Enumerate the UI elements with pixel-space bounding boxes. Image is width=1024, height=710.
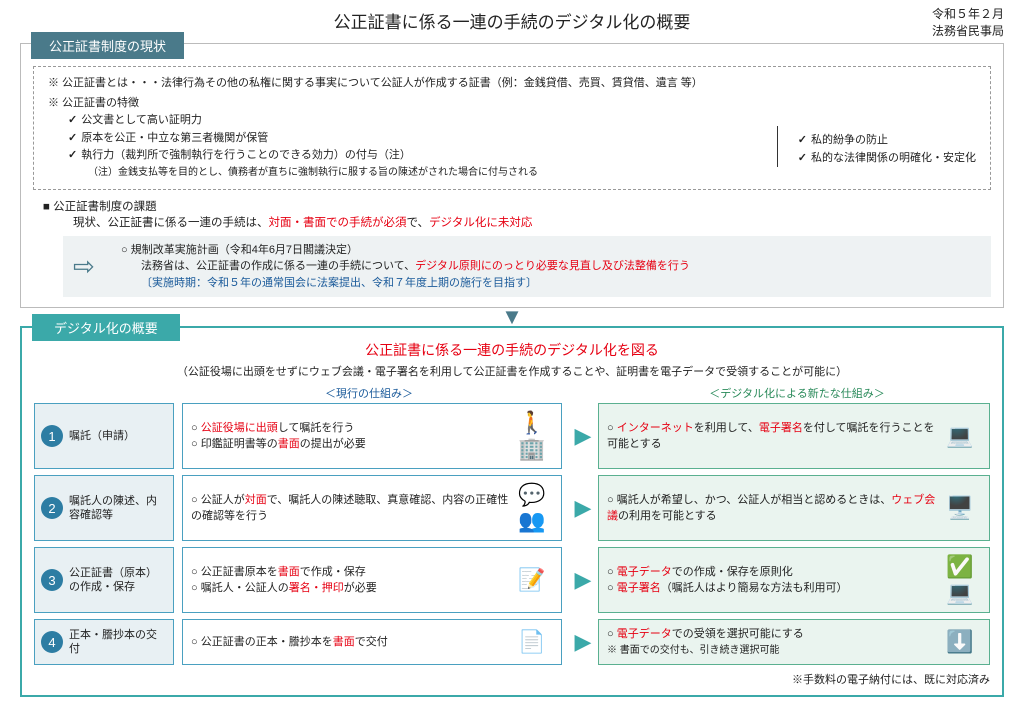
step-label: 公正証書（原本）の作成・保存: [69, 566, 167, 595]
step-label: 嘱託人の陳述、内容確認等: [69, 494, 167, 523]
section2-title: 公正証書に係る一連の手続のデジタル化を図る: [34, 340, 990, 360]
bottom-note: ※手数料の電子納付には、既に対応済み: [34, 671, 990, 687]
step-cell: 2 嘱託人の陳述、内容確認等: [34, 475, 174, 541]
process-row: 2 嘱託人の陳述、内容確認等公証人が対面で、嘱託人の陳述聴取、真意確認、内容の正確…: [34, 475, 990, 541]
current-icon: 📝: [511, 567, 553, 593]
page-title: 公正証書に係る一連の手続のデジタル化の概要: [20, 8, 1004, 33]
current-cell: 公正証書の正本・謄抄本を書面で交付📄: [182, 619, 562, 665]
new-line: 電子署名（嘱託人はより簡易な方法も利用可）: [607, 580, 939, 597]
feature-note: （注）金銭支払等を目的とし、債務者が直ちに強制執行に服する旨の陳述がされた場合に…: [48, 165, 767, 181]
new-cell: 電子データでの作成・保存を原則化電子署名（嘱託人はより簡易な方法も利用可）✅💻: [598, 547, 990, 613]
new-line: ※ 書面での交付も、引き続き選択可能: [607, 643, 939, 658]
feature-title: ※ 公正証書の特徴: [48, 95, 976, 113]
step-number: 4: [41, 631, 63, 653]
step-cell: 1 嘱託（申請）: [34, 403, 174, 469]
new-icon: ✅💻: [939, 554, 981, 606]
plan-box: ⇨ ○ 規制改革実施計画（令和4年6月7日閣議決定） 法務省は、公正証書の作成に…: [63, 236, 991, 298]
issue-block: 公正証書制度の課題 現状、公正証書に係る一連の手続は、対面・書面での手続が必須で…: [43, 198, 991, 230]
feature-right-item: 私的紛争の防止: [798, 132, 976, 150]
feature-right-item: 私的な法律関係の明確化・安定化: [798, 150, 976, 168]
section-digitalization: デジタル化の概要 公正証書に係る一連の手続のデジタル化を図る （公証役場に出頭を…: [20, 326, 1004, 697]
new-cell: 嘱託人が希望し、かつ、公証人が相当と認めるときは、ウェブ会議の利用を可能とする🖥…: [598, 475, 990, 541]
definition-box: ※ 公正証書とは・・・法律行為その他の私権に関する事実について公証人が作成する証…: [33, 66, 991, 190]
section2-subtitle: （公証役場に出頭をせずにウェブ会議・電子署名を利用して公正証書を作成することや、…: [34, 363, 990, 379]
new-icon: ⬇️: [939, 629, 981, 655]
process-row: 3公正証書（原本）の作成・保存公正証書原本を書面で作成・保存嘱託人・公証人の署名…: [34, 547, 990, 613]
section1-tag: 公正証書制度の現状: [31, 32, 184, 59]
new-icon: 🖥️: [939, 495, 981, 521]
column-headers: ＜現行の仕組み＞ ＜デジタル化による新たな仕組み＞: [34, 385, 990, 401]
current-line: 印鑑証明書等の書面の提出が必要: [191, 436, 511, 453]
arrow-right-icon: ▶: [568, 619, 598, 665]
issue-line: 現状、公正証書に係る一連の手続は、対面・書面での手続が必須で、デジタル化に未対応: [43, 214, 991, 230]
new-line: インターネットを利用して、電子署名を付して嘱託を行うことを可能とする: [607, 420, 939, 453]
plan-text: ○ 規制改革実施計画（令和4年6月7日閣議決定） 法務省は、公正証書の作成に係る…: [121, 242, 690, 292]
step-label: 嘱託（申請）: [69, 429, 135, 443]
new-cell: 電子データでの受領を選択可能にする※ 書面での交付も、引き続き選択可能⬇️: [598, 619, 990, 665]
current-icon: 📄: [511, 629, 553, 655]
current-line: 公正証書原本を書面で作成・保存: [191, 564, 511, 581]
new-cell: インターネットを利用して、電子署名を付して嘱託を行うことを可能とする💻: [598, 403, 990, 469]
current-cell: 公正証書原本を書面で作成・保存嘱託人・公証人の署名・押印が必要📝: [182, 547, 562, 613]
section2-tag: デジタル化の概要: [32, 314, 180, 341]
section-current-status: 公正証書制度の現状 ※ 公正証書とは・・・法律行為その他の私権に関する事実につい…: [20, 43, 1004, 308]
step-number: 2: [41, 497, 63, 519]
current-cell: 公証人が対面で、嘱託人の陳述聴取、真意確認、内容の正確性の確認等を行う💬 👥: [182, 475, 562, 541]
arrow-right-icon: ▶: [568, 547, 598, 613]
process-row: 4正本・謄抄本の交付公正証書の正本・謄抄本を書面で交付📄▶電子データでの受領を選…: [34, 619, 990, 665]
step-number: 1: [41, 425, 63, 447]
step-label: 正本・謄抄本の交付: [69, 628, 167, 657]
arrow-right-icon: ▶: [568, 403, 598, 469]
new-icon: 💻: [939, 423, 981, 449]
feature-item: 執行力（裁判所で強制執行を行うことのできる効力）の付与（注）: [48, 147, 767, 165]
step-cell: 4 正本・謄抄本の交付: [34, 619, 174, 665]
current-cell: 公証役場に出頭して嘱託を行う印鑑証明書等の書面の提出が必要🚶 🏢: [182, 403, 562, 469]
current-icon: 🚶 🏢: [511, 410, 553, 462]
arrow-right-icon: ⇨: [73, 251, 113, 282]
step-number: 3: [41, 569, 63, 591]
definition: ※ 公正証書とは・・・法律行為その他の私権に関する事実について公証人が作成する証…: [48, 75, 976, 93]
new-line: 嘱託人が希望し、かつ、公証人が相当と認めるときは、ウェブ会議の利用を可能とする: [607, 492, 939, 525]
new-line: 電子データでの作成・保存を原則化: [607, 564, 939, 581]
rows-container: 1嘱託（申請）公証役場に出頭して嘱託を行う印鑑証明書等の書面の提出が必要🚶 🏢▶…: [34, 403, 990, 665]
process-row: 1嘱託（申請）公証役場に出頭して嘱託を行う印鑑証明書等の書面の提出が必要🚶 🏢▶…: [34, 403, 990, 469]
feature-item: 公文書として高い証明力: [48, 112, 767, 130]
arrow-right-icon: ▶: [568, 475, 598, 541]
current-icon: 💬 👥: [511, 482, 553, 534]
step-cell: 3 公正証書（原本）の作成・保存: [34, 547, 174, 613]
new-line: 電子データでの受領を選択可能にする: [607, 626, 939, 643]
feature-item: 原本を公正・中立な第三者機関が保管: [48, 130, 767, 148]
date-department: 令和５年２月 法務省民事局: [932, 6, 1004, 40]
current-line: 嘱託人・公証人の署名・押印が必要: [191, 580, 511, 597]
current-line: 公証役場に出頭して嘱託を行う: [191, 420, 511, 437]
current-line: 公証人が対面で、嘱託人の陳述聴取、真意確認、内容の正確性の確認等を行う: [191, 492, 511, 525]
current-line: 公正証書の正本・謄抄本を書面で交付: [191, 634, 511, 651]
issue-title: 公正証書制度の課題: [43, 198, 991, 214]
